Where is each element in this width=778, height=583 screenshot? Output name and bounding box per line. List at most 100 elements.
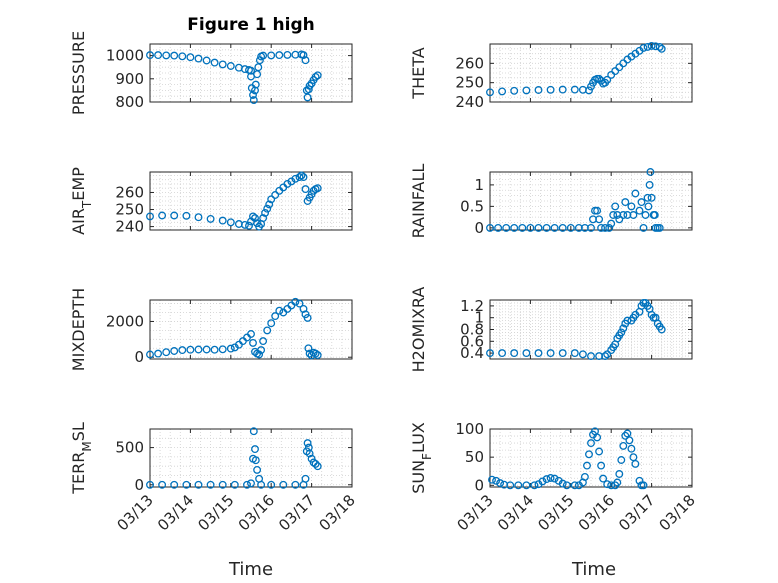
data-point	[226, 218, 235, 227]
y-tick-label: 1000	[106, 47, 144, 65]
y-tick-label: 0	[474, 476, 484, 494]
data-point	[550, 474, 559, 483]
data-point	[263, 326, 272, 335]
y-tick-label: 260	[115, 183, 144, 201]
data-point	[186, 53, 195, 62]
series-rainfall	[486, 168, 664, 232]
data-point	[279, 480, 288, 489]
y-axis-label: RAINFALL	[409, 164, 428, 239]
data-point	[609, 211, 618, 219]
axes-box	[149, 171, 353, 231]
x-tick-label: 03/17	[615, 491, 658, 534]
data-point	[494, 223, 503, 232]
data-point	[202, 56, 211, 65]
data-point	[578, 350, 587, 359]
data-point	[311, 72, 320, 81]
data-point	[259, 214, 268, 223]
data-point	[304, 344, 313, 353]
axes-box	[149, 299, 353, 360]
data-point	[570, 349, 579, 358]
data-point	[178, 52, 187, 61]
data-point	[605, 223, 614, 232]
data-point	[291, 174, 300, 183]
data-point	[267, 51, 276, 60]
data-point	[170, 347, 179, 355]
axes-box	[489, 171, 693, 231]
data-point	[631, 459, 640, 468]
y-axis-label: TERRMSL	[69, 422, 94, 495]
data-point	[218, 345, 227, 354]
data-point	[492, 476, 501, 485]
data-point	[627, 444, 636, 453]
data-point	[637, 198, 646, 207]
data-point	[303, 93, 312, 102]
y-tick-label: 800	[115, 93, 144, 111]
data-point	[305, 449, 314, 458]
y-axis-label: SUNFLUX	[409, 422, 434, 494]
y-tick-label: 0.5	[460, 197, 484, 215]
data-point	[291, 297, 300, 306]
data-point	[631, 189, 640, 198]
data-point	[305, 81, 314, 90]
x-tick-label: 03/13	[454, 491, 497, 534]
y-axis-label: THETA	[409, 47, 428, 99]
data-point	[615, 63, 624, 72]
grid	[489, 299, 693, 360]
data-point	[210, 345, 219, 354]
data-point	[657, 325, 666, 334]
data-point	[259, 51, 268, 60]
data-point	[646, 168, 655, 176]
data-point	[158, 211, 167, 220]
data-point	[625, 436, 634, 445]
data-point	[194, 345, 203, 354]
data-point	[510, 349, 519, 358]
y-tick-label: 900	[115, 70, 144, 88]
data-point	[643, 42, 652, 51]
data-point	[257, 346, 266, 355]
data-point	[313, 351, 322, 360]
data-point	[313, 184, 322, 193]
data-point	[522, 86, 531, 95]
data-point	[261, 208, 270, 217]
x-tick-label: 03/15	[534, 491, 577, 534]
data-point	[639, 43, 648, 52]
data-point	[249, 91, 257, 99]
data-point	[146, 51, 154, 60]
y-tick-label: 100	[455, 420, 484, 438]
data-point	[303, 439, 312, 448]
data-point	[251, 80, 260, 89]
data-point	[295, 173, 304, 182]
data-point	[611, 67, 620, 76]
data-point	[595, 447, 604, 456]
data-point	[615, 215, 624, 224]
data-point	[275, 306, 284, 315]
data-point	[510, 86, 519, 95]
data-point	[518, 223, 527, 232]
data-point	[194, 480, 203, 489]
data-point	[542, 475, 551, 484]
data-point	[644, 202, 653, 211]
x-axis-label-right: Time	[571, 559, 616, 580]
data-point	[623, 316, 632, 325]
data-point	[154, 349, 163, 358]
data-point	[206, 480, 215, 489]
data-point	[647, 41, 656, 50]
y-axis-label: AIRTEMP	[69, 167, 94, 235]
y-tick-label: 240	[455, 93, 484, 111]
series-pressure	[146, 50, 322, 105]
data-point	[301, 185, 310, 194]
data-point	[254, 63, 263, 72]
data-point	[253, 465, 262, 474]
data-point	[162, 51, 171, 60]
data-point	[526, 223, 535, 232]
data-point	[657, 44, 666, 53]
data-point	[154, 51, 163, 60]
series-h2omixra	[486, 298, 666, 361]
data-point	[611, 202, 620, 211]
data-point	[226, 62, 235, 70]
data-point	[645, 180, 654, 189]
panel-mixdepth: 0 2000 MIXDEPTH	[69, 288, 353, 371]
x-tick-label: 03/16	[575, 491, 618, 534]
y-tick-label: 240	[115, 218, 144, 236]
